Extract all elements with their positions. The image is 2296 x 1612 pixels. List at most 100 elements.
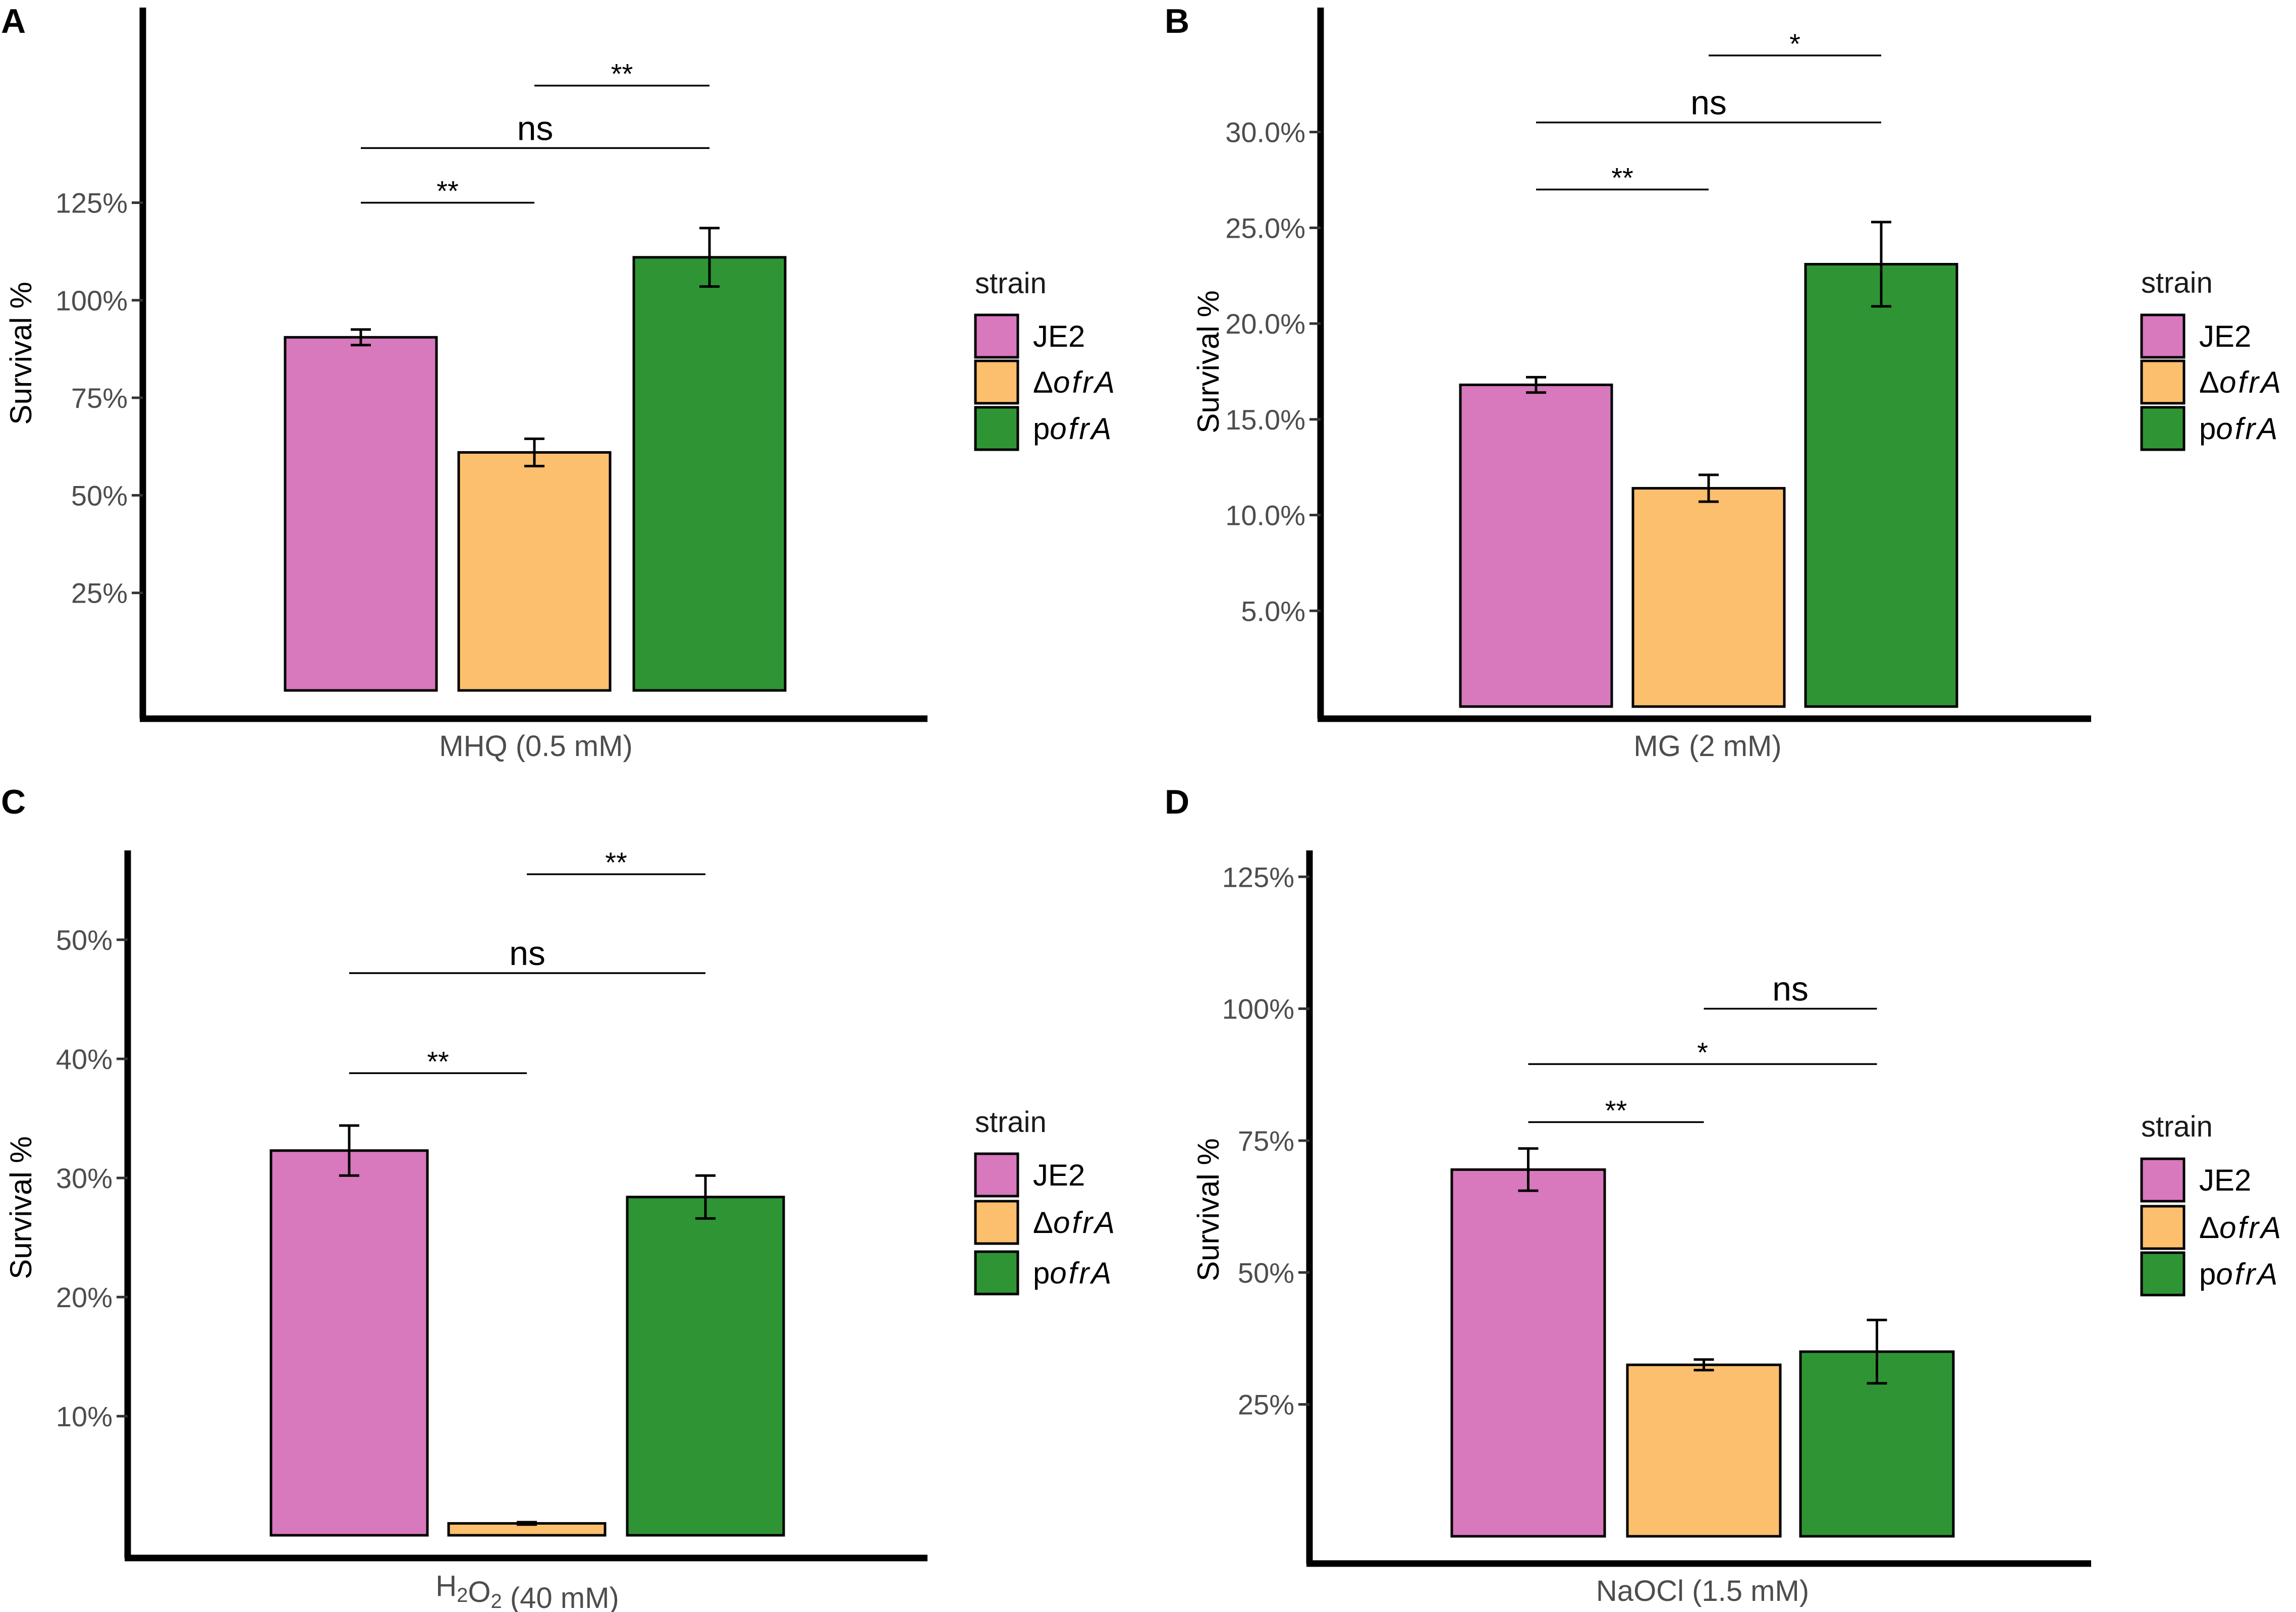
panel-d-sig-label-1: ** (1605, 1094, 1627, 1126)
panel-d-letter: D (1165, 783, 1189, 821)
panel-c-y-tick-label: 20% (56, 1281, 113, 1313)
panel-a-sig-label-2: ns (517, 109, 554, 147)
panel-b-legend-label-3: pofrA (2199, 412, 2279, 446)
panel-c-error-bar-2 (517, 1521, 537, 1526)
panel-d-error-bar-2 (1693, 1358, 1714, 1372)
panel-d-legend-swatch-1 (2140, 1157, 2185, 1203)
panel-b: B 5.0% 10.0% 15.0% 20.0% 25.0% 30.0% ** ns * MG (2… (1165, 2, 2283, 763)
panel-c-y-tick-label: 40% (56, 1043, 113, 1075)
panel-b-y-tick-label: 25.0% (1225, 212, 1305, 244)
panel-c-y-tick-label: 50% (56, 924, 113, 956)
panel-b-y-title: Survival % (1191, 290, 1225, 433)
panel-a-letter: A (1, 2, 26, 40)
panel-c-error-bar-1 (339, 1124, 359, 1177)
panel-c-legend-swatch-2 (974, 1200, 1019, 1245)
panel-b-sig-label-3: * (1789, 28, 1800, 60)
panel-a-sig-label-3: ** (611, 58, 633, 90)
panel-c-legend-title: strain (975, 1106, 1047, 1139)
panel-d-bar-1 (1450, 1168, 1606, 1538)
panel-b-error-bar-2 (1699, 473, 1719, 503)
panel-b-bar-1 (1459, 384, 1613, 708)
panel-c-legend-label-1: JE2 (1033, 1158, 1085, 1192)
panel-a-legend-label-1: JE2 (1033, 319, 1085, 353)
panel-d-legend-label-1: JE2 (2199, 1163, 2251, 1197)
panel-a-bar-1 (284, 336, 438, 692)
panel-b-y-tick-label: 15.0% (1225, 404, 1305, 436)
panel-a-sig-label-1: ** (436, 175, 459, 207)
panel-c-x-label: H2O2 (40 mM) (435, 1570, 619, 1612)
panel-a-legend-swatch-1 (974, 313, 1019, 359)
panel-d-y-tick-label: 125% (1222, 861, 1294, 893)
panel-a-error-bar-1 (351, 328, 371, 347)
panel-a-bar-3 (632, 256, 787, 692)
panel-b-error-bar-1 (1526, 375, 1546, 394)
panel-b-legend-label-1: JE2 (2199, 319, 2251, 353)
panel-a: A 25% 50% 75% 100% 125% ** ns ** MHQ (0.5 mM) Surv… (1, 2, 1117, 763)
panel-c-legend-label-2: ΔofrA (1033, 1206, 1117, 1240)
panel-b-x-label: MG (2 mM) (1633, 730, 1781, 763)
panel-c-bar-3 (626, 1196, 785, 1537)
panel-b-y-tick-label: 10.0% (1225, 500, 1305, 531)
panel-c-sig-label-3: ** (605, 846, 627, 878)
panel-b-legend-label-2: ΔofrA (2199, 365, 2283, 399)
panel-d-sig-label-2: * (1697, 1036, 1708, 1068)
panel-a-legend-swatch-3 (974, 406, 1019, 451)
panel-d-error-bar-3 (1867, 1318, 1887, 1385)
panel-d-legend: strain JE2 ΔofrA pofrA (2140, 1110, 2283, 1297)
panel-c-bar-1 (269, 1149, 429, 1537)
panel-c-y-tick-label: 30% (56, 1162, 113, 1194)
panel-b-y-tick-label: 30.0% (1225, 117, 1305, 148)
panel-a-legend-title: strain (975, 267, 1047, 300)
panel-d-sig-label-3: ns (1772, 970, 1809, 1008)
panel-d-y-title: Survival % (1191, 1138, 1225, 1281)
panel-d-legend-label-2: ΔofrA (2199, 1211, 2283, 1245)
panel-a-legend-label-2: ΔofrA (1033, 365, 1117, 399)
panel-d-legend-label-3: pofrA (2199, 1257, 2279, 1291)
panel-c-legend-swatch-1 (974, 1152, 1019, 1198)
panel-c: C 10% 20% 30% 40% 50% ** ns ** H2O2 (40 mM) Surviv… (1, 783, 1117, 1612)
panel-d-legend-title: strain (2141, 1110, 2213, 1143)
panel-a-y-tick-label: 100% (56, 285, 128, 316)
panel-b-y-tick-label: 20.0% (1225, 308, 1305, 340)
panel-c-legend-label-3: pofrA (1033, 1256, 1113, 1290)
panel-c-letter: C (1, 783, 26, 821)
panel-c-sig-label-1: ** (427, 1045, 449, 1077)
panel-d-legend-swatch-3 (2140, 1251, 2185, 1297)
panel-b-y-tick-label: 5.0% (1241, 595, 1305, 627)
panel-b-letter: B (1165, 2, 1189, 40)
panel-d-x-label: NaOCl (1.5 mM) (1596, 1575, 1809, 1607)
panel-d-y-tick-label: 25% (1238, 1389, 1294, 1421)
panel-a-bar-2 (457, 451, 612, 692)
panel-c-sig-label-2: ns (509, 934, 545, 973)
panel-c-y-title: Survival % (4, 1136, 38, 1279)
panel-b-sig-label-2: ns (1690, 84, 1727, 122)
panel-a-legend-swatch-2 (974, 359, 1019, 405)
panel-a-legend: strain JE2 ΔofrA pofrA (974, 267, 1117, 451)
panel-d-legend-swatch-2 (2140, 1205, 2185, 1250)
panel-b-legend-swatch-1 (2140, 313, 2185, 359)
panel-a-y-tick-label: 25% (71, 577, 128, 609)
panel-d-error-bar-1 (1518, 1147, 1539, 1192)
panel-a-y-tick-label: 75% (71, 382, 128, 414)
panel-b-legend-title: strain (2141, 266, 2213, 299)
panel-d-y-tick-label: 50% (1238, 1257, 1294, 1288)
panel-a-error-bar-2 (524, 437, 544, 467)
panel-b-legend-swatch-2 (2140, 359, 2185, 405)
panel-a-x-label: MHQ (0.5 mM) (439, 730, 632, 763)
panel-b-legend-swatch-3 (2140, 406, 2185, 451)
panel-b-bar-2 (1631, 487, 1786, 708)
panel-b-sig-label-1: ** (1611, 162, 1633, 193)
panel-d-y-tick-label: 100% (1222, 993, 1294, 1025)
panel-b-bar-3 (1804, 262, 1958, 708)
panel-c-y-tick-label: 10% (56, 1401, 113, 1432)
panel-d-bar-2 (1626, 1363, 1782, 1538)
panel-c-legend-swatch-3 (974, 1250, 1019, 1296)
panel-d-y-tick-label: 75% (1238, 1125, 1294, 1157)
panel-a-legend-label-3: pofrA (1033, 412, 1113, 446)
panel-a-y-tick-label: 125% (56, 187, 128, 219)
panel-b-error-bar-3 (1871, 221, 1891, 308)
panel-a-y-tick-label: 50% (71, 479, 128, 511)
panel-c-error-bar-3 (695, 1174, 716, 1220)
